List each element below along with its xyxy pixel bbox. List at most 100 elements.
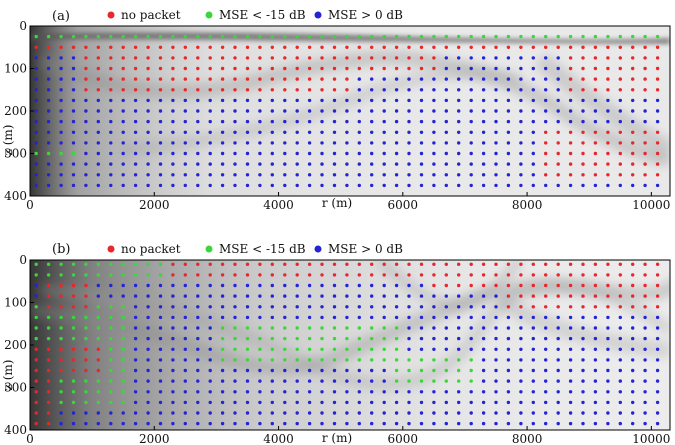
panel-a-point <box>233 66 237 71</box>
panel-a-point <box>183 45 187 49</box>
panel-a-point <box>618 98 622 103</box>
panel-a-point <box>506 162 511 166</box>
panel-a-point <box>295 56 299 60</box>
panel-a-point <box>407 151 411 156</box>
panel-a-point <box>171 66 175 71</box>
panel-b-point <box>531 315 535 320</box>
panel-a-point <box>133 88 138 92</box>
panel-a-point <box>96 183 101 188</box>
panel-b-point <box>457 347 461 351</box>
panel-b-point <box>519 294 523 298</box>
panel-b-point <box>481 294 486 298</box>
panel-a-point <box>183 151 187 156</box>
panel-b-x-tick-label: 4000 <box>263 432 294 445</box>
panel-a-point <box>84 88 88 92</box>
panel-a-point <box>506 45 511 49</box>
panel-a-point <box>494 119 498 124</box>
panel-a-point <box>345 77 349 81</box>
panel-b-point <box>71 326 76 330</box>
panel-b-point <box>345 421 349 426</box>
panel-a-point <box>457 162 461 166</box>
panel-a-point <box>593 98 598 103</box>
panel-a-point <box>233 98 237 103</box>
panel-b-point <box>345 336 349 341</box>
panel-b-point <box>494 326 498 330</box>
panel-a-point <box>631 45 635 49</box>
panel-b-point <box>133 379 138 383</box>
panel-a-point <box>556 77 560 81</box>
panel-a-point <box>394 88 399 92</box>
panel-a-point <box>370 151 374 156</box>
panel-b-point <box>481 421 486 426</box>
panel-b-point <box>519 315 523 320</box>
panel-a-point <box>568 173 573 177</box>
panel-b-point <box>158 368 163 373</box>
panel-a-point <box>357 141 361 145</box>
panel-b-point <box>345 326 349 330</box>
panel-b-point <box>345 262 349 266</box>
panel-a-point <box>494 77 498 81</box>
panel-a-point <box>71 34 76 39</box>
panel-a-point <box>133 162 138 166</box>
panel-a-point <box>283 77 287 81</box>
panel-a-point <box>544 173 548 177</box>
panel-a-point <box>407 77 411 81</box>
panel-a-point <box>655 88 660 92</box>
panel-b-point <box>469 294 473 298</box>
panel-b-point <box>494 400 498 405</box>
panel-b-point <box>258 368 262 373</box>
panel-b-point <box>432 411 436 415</box>
panel-a-point <box>556 56 560 60</box>
panel-a-point <box>196 98 200 103</box>
panel-b-point <box>357 358 361 362</box>
panel-b-point <box>568 390 573 394</box>
panel-b-point <box>593 347 598 351</box>
panel-a-point <box>469 119 473 124</box>
panel-a-point <box>357 34 361 39</box>
panel-b-point <box>133 262 138 266</box>
panel-a-point <box>183 173 187 177</box>
panel-a-point <box>307 45 312 49</box>
panel-b-point <box>270 336 274 341</box>
panel-a-point <box>109 45 113 49</box>
panel-a-point <box>295 98 299 103</box>
panel-b-point <box>643 294 647 298</box>
panel-a-point <box>208 56 212 60</box>
panel-a-point <box>233 45 237 49</box>
panel-a-point <box>270 66 274 71</box>
panel-a-point <box>568 34 573 39</box>
panel-a-point <box>133 151 138 156</box>
panel-b-point <box>158 273 163 277</box>
panel-b-point <box>171 421 175 426</box>
panel-a-point <box>444 173 448 177</box>
panel-b-point <box>419 294 424 298</box>
panel-b-point <box>606 390 610 394</box>
panel-b-point <box>419 326 424 330</box>
panel-a-point <box>655 119 660 124</box>
panel-b-point <box>370 336 374 341</box>
panel-a-point <box>71 98 76 103</box>
panel-b-point <box>618 273 622 277</box>
panel-a-point <box>307 119 312 124</box>
panel-b-point <box>606 379 610 383</box>
panel-b-point <box>158 347 163 351</box>
panel-a-point <box>220 77 225 81</box>
panel-b-point <box>307 294 312 298</box>
panel-b-point <box>258 283 262 288</box>
panel-b-point <box>208 411 212 415</box>
panel-b-x-tick-label: 8000 <box>512 432 543 445</box>
panel-a-point <box>606 98 610 103</box>
panel-b-point <box>345 347 349 351</box>
panel-a-point <box>432 77 436 81</box>
panel-a-point <box>357 173 361 177</box>
panel-b-point <box>544 421 548 426</box>
panel-b-point <box>370 315 374 320</box>
panel-b-point <box>71 315 76 320</box>
panel-b-point <box>606 358 610 362</box>
panel-a-point <box>34 98 38 103</box>
panel-a-point <box>606 173 610 177</box>
panel-b-point <box>357 411 361 415</box>
panel-a-point <box>46 66 51 71</box>
panel-b-point <box>556 390 560 394</box>
panel-a-point <box>556 34 560 39</box>
